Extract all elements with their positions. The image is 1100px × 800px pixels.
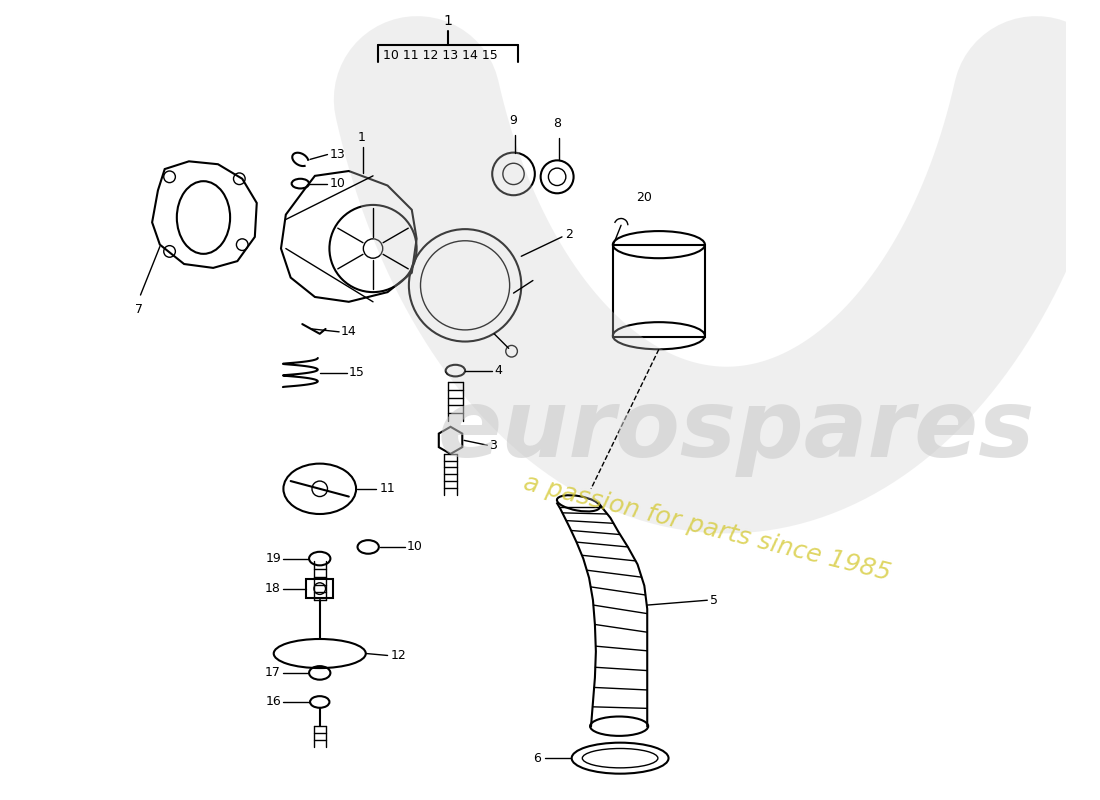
Text: 1: 1 — [443, 14, 452, 28]
Text: 13: 13 — [329, 148, 345, 161]
Text: 5: 5 — [711, 594, 718, 606]
Text: 4: 4 — [494, 364, 502, 377]
Text: 8: 8 — [553, 118, 561, 130]
Text: 10: 10 — [329, 177, 345, 190]
Text: 16: 16 — [265, 695, 280, 709]
Text: 10 11 12 13 14 15: 10 11 12 13 14 15 — [383, 50, 497, 62]
Text: 12: 12 — [390, 649, 406, 662]
Text: 19: 19 — [265, 552, 280, 565]
Text: 18: 18 — [265, 582, 280, 595]
Text: 3: 3 — [490, 438, 497, 452]
Text: 6: 6 — [532, 752, 541, 765]
Text: 11: 11 — [379, 482, 396, 495]
Text: 2: 2 — [565, 229, 573, 242]
Text: 14: 14 — [341, 326, 356, 338]
Text: 7: 7 — [134, 302, 143, 316]
Text: 1: 1 — [358, 131, 365, 144]
Text: a passion for parts since 1985: a passion for parts since 1985 — [521, 470, 893, 585]
Bar — [614, 245, 705, 337]
Text: 17: 17 — [265, 666, 280, 679]
Text: 20: 20 — [637, 191, 652, 204]
Text: eurospares: eurospares — [438, 385, 1035, 477]
Text: 10: 10 — [407, 541, 422, 554]
Text: 15: 15 — [349, 366, 365, 379]
Text: 9: 9 — [509, 114, 517, 127]
